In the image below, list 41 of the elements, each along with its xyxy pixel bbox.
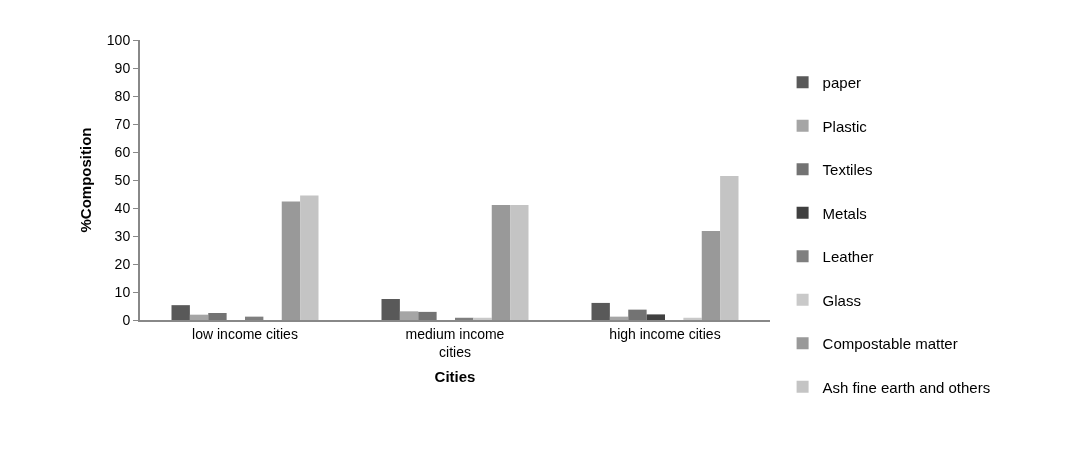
y-tick-label: 40 — [114, 199, 131, 216]
y-tick-label: 20 — [114, 255, 131, 272]
bar — [646, 314, 665, 320]
y-tick-label: 80 — [114, 87, 131, 104]
y-tick-label: 60 — [114, 143, 131, 160]
bar — [399, 311, 419, 320]
x-tick-label: high income cities — [609, 325, 721, 342]
x-tick-label: low income cities — [192, 325, 298, 342]
legend-label: Metals — [822, 204, 867, 222]
bar — [300, 195, 319, 320]
bar — [189, 314, 209, 320]
bar — [281, 201, 301, 320]
x-tick-label: medium income cities — [405, 325, 505, 360]
bar — [491, 204, 511, 320]
bar — [591, 302, 610, 320]
bar — [510, 204, 529, 320]
legend-label: Textiles — [822, 161, 873, 179]
y-tick-label: 50 — [114, 171, 131, 188]
bar — [701, 230, 721, 320]
bar — [418, 311, 437, 320]
bar — [473, 317, 492, 320]
y-tick-label: 100 — [106, 31, 131, 48]
y-tick-label: 70 — [114, 115, 131, 132]
bar — [628, 309, 647, 320]
legend-label: Compostable matter — [822, 335, 958, 353]
legend-label: Glass — [822, 291, 861, 309]
bar — [683, 317, 702, 320]
y-axis-title: %Composition — [76, 127, 94, 233]
bar — [171, 305, 190, 320]
x-axis-title: Cities — [434, 367, 476, 385]
legend-label: paper — [822, 74, 861, 92]
y-tick-label: 30 — [114, 227, 131, 244]
bar — [720, 176, 739, 320]
legend-label: Plastic — [822, 117, 868, 135]
legend-label: Ash fine earth and others — [822, 378, 991, 396]
y-tick-label: 10 — [114, 283, 131, 300]
bar — [381, 299, 400, 320]
bar — [208, 313, 227, 320]
y-tick-label: 0 — [122, 311, 131, 328]
y-tick-label: 90 — [114, 59, 131, 76]
legend-label: Leather — [822, 248, 874, 266]
